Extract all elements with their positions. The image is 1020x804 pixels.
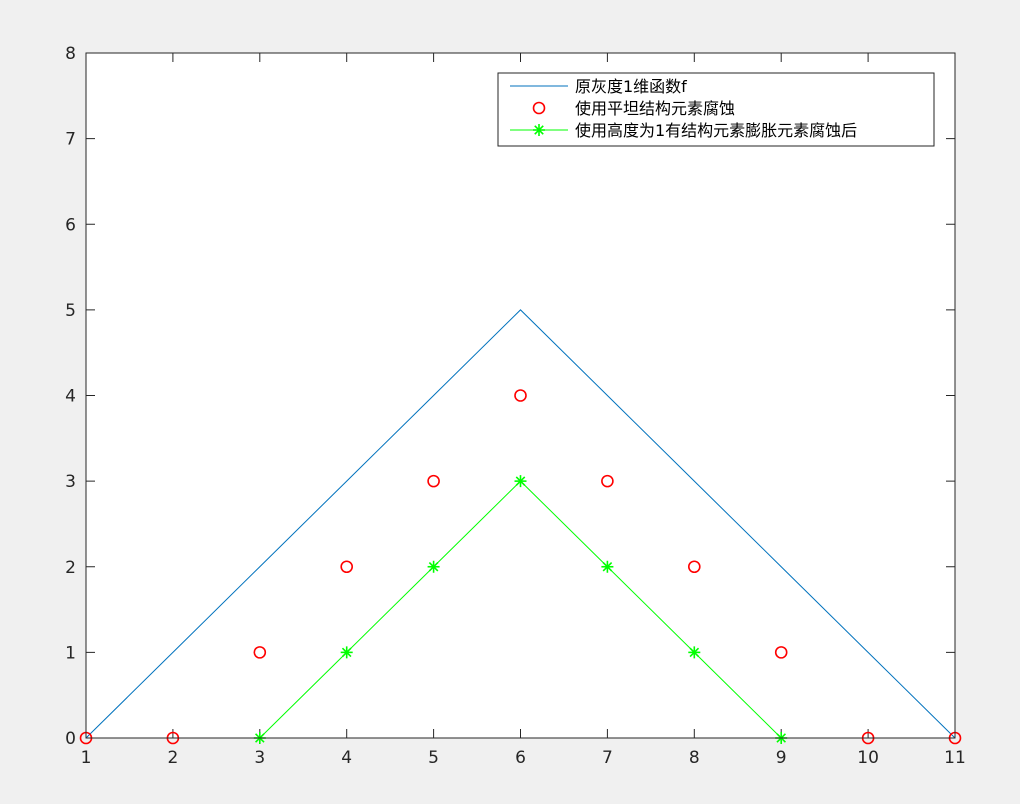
data-point-star	[601, 560, 614, 573]
x-tick-label: 9	[776, 748, 787, 768]
data-point-star	[340, 646, 353, 659]
series-0	[85, 309, 956, 739]
series-1	[79, 389, 962, 745]
y-tick-label: 7	[65, 130, 76, 150]
legend-label: 使用平坦结构元素腐蚀	[575, 99, 735, 118]
data-point-circle	[687, 560, 701, 574]
y-tick-label: 5	[65, 301, 76, 321]
x-tick-label: 4	[341, 748, 352, 768]
legend-label: 使用高度为1有结构元素膨胀元素腐蚀后	[575, 121, 857, 140]
axes-background	[86, 53, 955, 738]
x-tick-label: 7	[602, 748, 613, 768]
data-point-circle	[514, 389, 527, 402]
data-point-circle	[340, 560, 354, 574]
data-point-circle	[774, 646, 788, 659]
data-point-star	[688, 646, 701, 659]
series-layer	[79, 309, 962, 745]
series-2	[253, 475, 788, 744]
y-tick-label: 1	[65, 643, 76, 663]
x-tick-label: 3	[254, 748, 265, 768]
x-tick-label: 1	[81, 748, 92, 768]
x-tick-label: 11	[944, 748, 966, 768]
series-line	[85, 309, 956, 739]
x-tick-label: 8	[689, 748, 700, 768]
axes-frame	[85, 52, 956, 739]
y-tick-label: 4	[65, 387, 76, 407]
legend-star-swatch	[533, 124, 545, 136]
legend-box	[497, 72, 935, 147]
data-point-star	[514, 475, 527, 488]
legend-entry: 使用平坦结构元素腐蚀	[532, 99, 735, 118]
y-tick-label: 3	[65, 472, 76, 492]
legend-entry: 原灰度1维函数f	[510, 77, 687, 96]
data-point-circle	[601, 474, 614, 488]
data-point-circle	[253, 646, 267, 659]
y-tick-label: 0	[65, 729, 76, 749]
y-tick-label: 8	[65, 44, 76, 64]
x-tick-label: 5	[428, 748, 439, 768]
data-point-circle	[427, 474, 440, 488]
x-tick-label: 10	[857, 748, 879, 768]
legend-label: 原灰度1维函数f	[575, 77, 687, 96]
x-tick-label: 6	[515, 748, 526, 768]
data-point-star	[427, 560, 440, 573]
y-tick-label: 6	[65, 215, 76, 235]
y-tick-label: 2	[65, 558, 76, 578]
x-tick-label: 2	[167, 748, 178, 768]
legend-circle-swatch	[532, 101, 546, 115]
legend-entry: 使用高度为1有结构元素膨胀元素腐蚀后	[510, 121, 857, 140]
